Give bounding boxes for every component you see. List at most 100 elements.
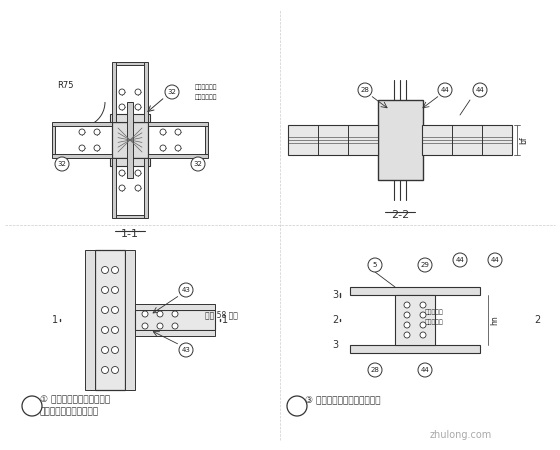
Circle shape <box>368 363 382 377</box>
Bar <box>116 215 144 218</box>
Bar <box>112 122 148 158</box>
Text: 28: 28 <box>361 87 370 93</box>
Text: 3: 3 <box>332 340 338 350</box>
Circle shape <box>473 83 487 97</box>
Circle shape <box>287 396 307 416</box>
Bar <box>144 158 148 218</box>
Bar <box>350 345 480 353</box>
Text: 29: 29 <box>421 262 430 268</box>
Circle shape <box>420 332 426 338</box>
Text: 28: 28 <box>371 367 380 373</box>
Text: 32: 32 <box>194 161 202 167</box>
Text: 44: 44 <box>475 87 484 93</box>
Circle shape <box>165 85 179 99</box>
Circle shape <box>160 129 166 135</box>
Circle shape <box>22 396 42 416</box>
Circle shape <box>404 312 410 318</box>
Bar <box>112 158 116 218</box>
Bar <box>110 158 150 166</box>
Text: ③ 箋形梁与筋形柱的刚性连接: ③ 箋形梁与筋形柱的刚性连接 <box>305 396 380 405</box>
Text: 十字形截面柱的刚性连接: 十字形截面柱的刚性连接 <box>40 408 99 417</box>
Text: 穿过腹板的: 穿过腹板的 <box>425 309 444 315</box>
Text: 43: 43 <box>181 347 190 353</box>
Text: 高强度螺栓: 高强度螺栓 <box>425 319 444 325</box>
Circle shape <box>94 145 100 151</box>
Text: ①: ① <box>27 401 36 411</box>
Text: ②: ② <box>293 401 301 411</box>
Bar <box>95 250 125 390</box>
Bar <box>125 250 135 390</box>
Circle shape <box>135 185 141 191</box>
Circle shape <box>94 129 100 135</box>
Bar <box>127 102 133 178</box>
Circle shape <box>111 366 119 373</box>
Text: 44: 44 <box>456 257 464 263</box>
Text: 44: 44 <box>491 257 500 263</box>
Text: bf: bf <box>520 136 529 144</box>
Text: 十字形截面柱: 十字形截面柱 <box>195 94 217 100</box>
Text: 1: 1 <box>52 315 58 325</box>
Circle shape <box>111 346 119 354</box>
Circle shape <box>172 323 178 329</box>
Text: ① 在钉形混凝土结构中展与: ① 在钉形混凝土结构中展与 <box>40 396 110 405</box>
Bar <box>85 250 95 390</box>
Bar <box>110 114 150 122</box>
Bar <box>52 126 55 154</box>
Text: 1: 1 <box>222 315 228 325</box>
Circle shape <box>488 253 502 267</box>
Bar <box>52 154 112 158</box>
Circle shape <box>101 346 109 354</box>
Circle shape <box>420 312 426 318</box>
Circle shape <box>420 322 426 328</box>
Bar <box>52 122 112 126</box>
Bar <box>378 100 423 180</box>
Circle shape <box>119 89 125 95</box>
Bar <box>144 62 148 122</box>
Bar <box>422 125 512 155</box>
Circle shape <box>135 89 141 95</box>
Circle shape <box>418 363 432 377</box>
Bar <box>205 126 208 154</box>
Circle shape <box>157 323 163 329</box>
Bar <box>350 287 480 295</box>
Circle shape <box>368 258 382 272</box>
Circle shape <box>101 306 109 314</box>
Circle shape <box>453 253 467 267</box>
Text: 配件装配组合: 配件装配组合 <box>195 84 217 90</box>
Circle shape <box>135 170 141 176</box>
Circle shape <box>79 145 85 151</box>
Text: 32: 32 <box>58 161 67 167</box>
Circle shape <box>438 83 452 97</box>
Circle shape <box>160 145 166 151</box>
Bar <box>135 310 215 330</box>
Bar <box>135 330 215 336</box>
Circle shape <box>418 258 432 272</box>
Circle shape <box>358 83 372 97</box>
Circle shape <box>101 366 109 373</box>
Text: R75: R75 <box>57 81 73 90</box>
Bar <box>135 304 215 310</box>
Circle shape <box>111 327 119 333</box>
Circle shape <box>420 302 426 308</box>
Text: 箱型 58 翼缘: 箱型 58 翼缘 <box>205 310 238 320</box>
Circle shape <box>119 170 125 176</box>
Circle shape <box>175 145 181 151</box>
Circle shape <box>101 327 109 333</box>
Bar <box>148 122 208 126</box>
Text: 2-2: 2-2 <box>391 210 409 220</box>
Text: 1-1: 1-1 <box>121 229 139 239</box>
Circle shape <box>157 311 163 317</box>
Text: 2: 2 <box>534 315 540 325</box>
Circle shape <box>101 266 109 274</box>
Circle shape <box>191 157 205 171</box>
Circle shape <box>404 332 410 338</box>
Bar <box>395 295 435 345</box>
Circle shape <box>179 283 193 297</box>
Bar <box>112 62 116 122</box>
Bar <box>288 125 378 155</box>
Circle shape <box>79 129 85 135</box>
Circle shape <box>101 287 109 293</box>
Circle shape <box>119 104 125 110</box>
Text: hn: hn <box>491 315 500 325</box>
Text: 44: 44 <box>441 87 449 93</box>
